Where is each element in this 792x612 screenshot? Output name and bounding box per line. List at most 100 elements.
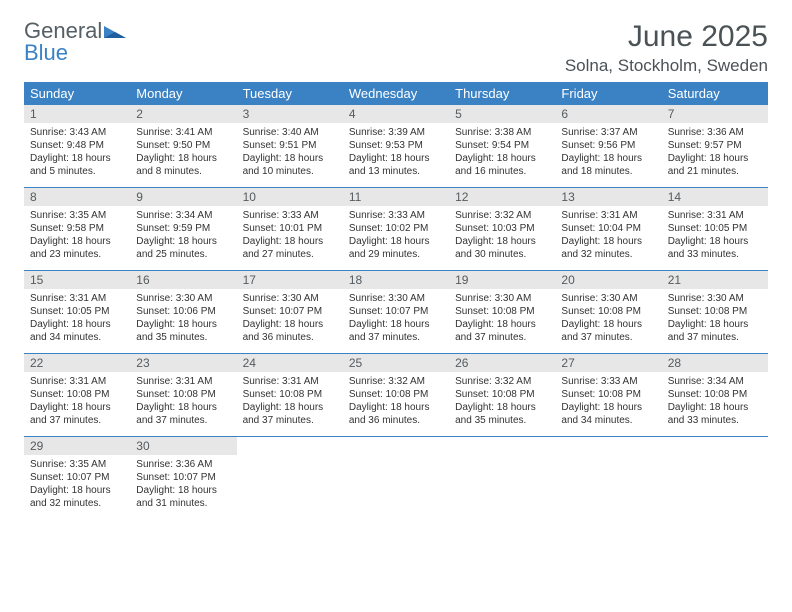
sunset-text: Sunset: 9:54 PM	[455, 139, 549, 152]
brand-logo: General Blue	[24, 20, 126, 64]
day-number: 11	[343, 188, 449, 206]
day-number: 20	[555, 271, 661, 289]
day-number: 21	[662, 271, 768, 289]
day-body: Sunrise: 3:30 AMSunset: 10:07 PMDaylight…	[343, 289, 449, 353]
daylight-text: Daylight: 18 hours and 37 minutes.	[349, 318, 443, 344]
daylight-text: Daylight: 18 hours and 18 minutes.	[561, 152, 655, 178]
day-body: Sunrise: 3:34 AMSunset: 9:59 PMDaylight:…	[130, 206, 236, 270]
daylight-text: Daylight: 18 hours and 37 minutes.	[243, 401, 337, 427]
sunset-text: Sunset: 9:59 PM	[136, 222, 230, 235]
day-number: 2	[130, 105, 236, 123]
day-body: Sunrise: 3:32 AMSunset: 10:08 PMDaylight…	[343, 372, 449, 436]
sunrise-text: Sunrise: 3:33 AM	[349, 209, 443, 222]
sunset-text: Sunset: 9:48 PM	[30, 139, 124, 152]
daylight-text: Daylight: 18 hours and 5 minutes.	[30, 152, 124, 178]
calendar-week-row: 15Sunrise: 3:31 AMSunset: 10:05 PMDaylig…	[24, 271, 768, 354]
calendar-week-row: 1Sunrise: 3:43 AMSunset: 9:48 PMDaylight…	[24, 105, 768, 188]
calendar-cell	[237, 437, 343, 520]
weekday-header: Saturday	[662, 82, 768, 105]
sunset-text: Sunset: 10:08 PM	[668, 305, 762, 318]
daylight-text: Daylight: 18 hours and 34 minutes.	[561, 401, 655, 427]
daylight-text: Daylight: 18 hours and 33 minutes.	[668, 401, 762, 427]
calendar-cell: 13Sunrise: 3:31 AMSunset: 10:04 PMDaylig…	[555, 188, 661, 271]
day-body: Sunrise: 3:36 AMSunset: 10:07 PMDaylight…	[130, 455, 236, 519]
day-body: Sunrise: 3:33 AMSunset: 10:01 PMDaylight…	[237, 206, 343, 270]
daylight-text: Daylight: 18 hours and 30 minutes.	[455, 235, 549, 261]
calendar-cell: 12Sunrise: 3:32 AMSunset: 10:03 PMDaylig…	[449, 188, 555, 271]
day-number: 16	[130, 271, 236, 289]
calendar-cell: 7Sunrise: 3:36 AMSunset: 9:57 PMDaylight…	[662, 105, 768, 188]
day-number: 27	[555, 354, 661, 372]
day-number: 19	[449, 271, 555, 289]
day-body: Sunrise: 3:43 AMSunset: 9:48 PMDaylight:…	[24, 123, 130, 187]
weekday-header: Thursday	[449, 82, 555, 105]
sunrise-text: Sunrise: 3:32 AM	[349, 375, 443, 388]
day-number: 25	[343, 354, 449, 372]
sunrise-text: Sunrise: 3:33 AM	[243, 209, 337, 222]
day-body: Sunrise: 3:33 AMSunset: 10:02 PMDaylight…	[343, 206, 449, 270]
daylight-text: Daylight: 18 hours and 33 minutes.	[668, 235, 762, 261]
calendar-cell: 27Sunrise: 3:33 AMSunset: 10:08 PMDaylig…	[555, 354, 661, 437]
daylight-text: Daylight: 18 hours and 10 minutes.	[243, 152, 337, 178]
sunset-text: Sunset: 10:08 PM	[561, 305, 655, 318]
day-number: 6	[555, 105, 661, 123]
brand-text-blue: Blue	[24, 40, 68, 65]
daylight-text: Daylight: 18 hours and 35 minutes.	[136, 318, 230, 344]
daylight-text: Daylight: 18 hours and 37 minutes.	[561, 318, 655, 344]
sunrise-text: Sunrise: 3:38 AM	[455, 126, 549, 139]
day-body: Sunrise: 3:31 AMSunset: 10:04 PMDaylight…	[555, 206, 661, 270]
day-body: Sunrise: 3:37 AMSunset: 9:56 PMDaylight:…	[555, 123, 661, 187]
sunrise-text: Sunrise: 3:35 AM	[30, 458, 124, 471]
weekday-header: Monday	[130, 82, 236, 105]
page-header: General Blue June 2025 Solna, Stockholm,…	[24, 20, 768, 76]
sunrise-text: Sunrise: 3:31 AM	[30, 292, 124, 305]
day-body: Sunrise: 3:31 AMSunset: 10:05 PMDaylight…	[24, 289, 130, 353]
day-body: Sunrise: 3:32 AMSunset: 10:08 PMDaylight…	[449, 372, 555, 436]
day-body: Sunrise: 3:41 AMSunset: 9:50 PMDaylight:…	[130, 123, 236, 187]
calendar-cell: 25Sunrise: 3:32 AMSunset: 10:08 PMDaylig…	[343, 354, 449, 437]
sunrise-text: Sunrise: 3:37 AM	[561, 126, 655, 139]
day-body: Sunrise: 3:39 AMSunset: 9:53 PMDaylight:…	[343, 123, 449, 187]
sunrise-text: Sunrise: 3:33 AM	[561, 375, 655, 388]
sunrise-text: Sunrise: 3:30 AM	[349, 292, 443, 305]
calendar-cell: 29Sunrise: 3:35 AMSunset: 10:07 PMDaylig…	[24, 437, 130, 520]
calendar-cell: 2Sunrise: 3:41 AMSunset: 9:50 PMDaylight…	[130, 105, 236, 188]
calendar-cell: 3Sunrise: 3:40 AMSunset: 9:51 PMDaylight…	[237, 105, 343, 188]
sunset-text: Sunset: 10:07 PM	[136, 471, 230, 484]
day-body: Sunrise: 3:35 AMSunset: 10:07 PMDaylight…	[24, 455, 130, 519]
daylight-text: Daylight: 18 hours and 32 minutes.	[561, 235, 655, 261]
calendar-cell: 9Sunrise: 3:34 AMSunset: 9:59 PMDaylight…	[130, 188, 236, 271]
sunrise-text: Sunrise: 3:39 AM	[349, 126, 443, 139]
calendar-cell: 4Sunrise: 3:39 AMSunset: 9:53 PMDaylight…	[343, 105, 449, 188]
day-body: Sunrise: 3:34 AMSunset: 10:08 PMDaylight…	[662, 372, 768, 436]
sunset-text: Sunset: 10:07 PM	[243, 305, 337, 318]
calendar-cell: 28Sunrise: 3:34 AMSunset: 10:08 PMDaylig…	[662, 354, 768, 437]
calendar-cell	[662, 437, 768, 520]
sunset-text: Sunset: 10:05 PM	[668, 222, 762, 235]
day-number: 30	[130, 437, 236, 455]
day-number: 18	[343, 271, 449, 289]
calendar-cell: 14Sunrise: 3:31 AMSunset: 10:05 PMDaylig…	[662, 188, 768, 271]
month-title: June 2025	[565, 20, 768, 54]
sunset-text: Sunset: 10:04 PM	[561, 222, 655, 235]
sunrise-text: Sunrise: 3:30 AM	[668, 292, 762, 305]
sunrise-text: Sunrise: 3:43 AM	[30, 126, 124, 139]
sunset-text: Sunset: 9:57 PM	[668, 139, 762, 152]
sunrise-text: Sunrise: 3:31 AM	[136, 375, 230, 388]
day-number: 10	[237, 188, 343, 206]
daylight-text: Daylight: 18 hours and 37 minutes.	[136, 401, 230, 427]
calendar-cell: 6Sunrise: 3:37 AMSunset: 9:56 PMDaylight…	[555, 105, 661, 188]
sunset-text: Sunset: 9:53 PM	[349, 139, 443, 152]
day-body: Sunrise: 3:40 AMSunset: 9:51 PMDaylight:…	[237, 123, 343, 187]
sunrise-text: Sunrise: 3:31 AM	[668, 209, 762, 222]
sunrise-text: Sunrise: 3:34 AM	[668, 375, 762, 388]
sunrise-text: Sunrise: 3:30 AM	[136, 292, 230, 305]
calendar-cell: 21Sunrise: 3:30 AMSunset: 10:08 PMDaylig…	[662, 271, 768, 354]
daylight-text: Daylight: 18 hours and 36 minutes.	[349, 401, 443, 427]
daylight-text: Daylight: 18 hours and 36 minutes.	[243, 318, 337, 344]
calendar-week-row: 22Sunrise: 3:31 AMSunset: 10:08 PMDaylig…	[24, 354, 768, 437]
daylight-text: Daylight: 18 hours and 34 minutes.	[30, 318, 124, 344]
sunset-text: Sunset: 9:56 PM	[561, 139, 655, 152]
calendar-cell: 10Sunrise: 3:33 AMSunset: 10:01 PMDaylig…	[237, 188, 343, 271]
calendar-cell	[449, 437, 555, 520]
